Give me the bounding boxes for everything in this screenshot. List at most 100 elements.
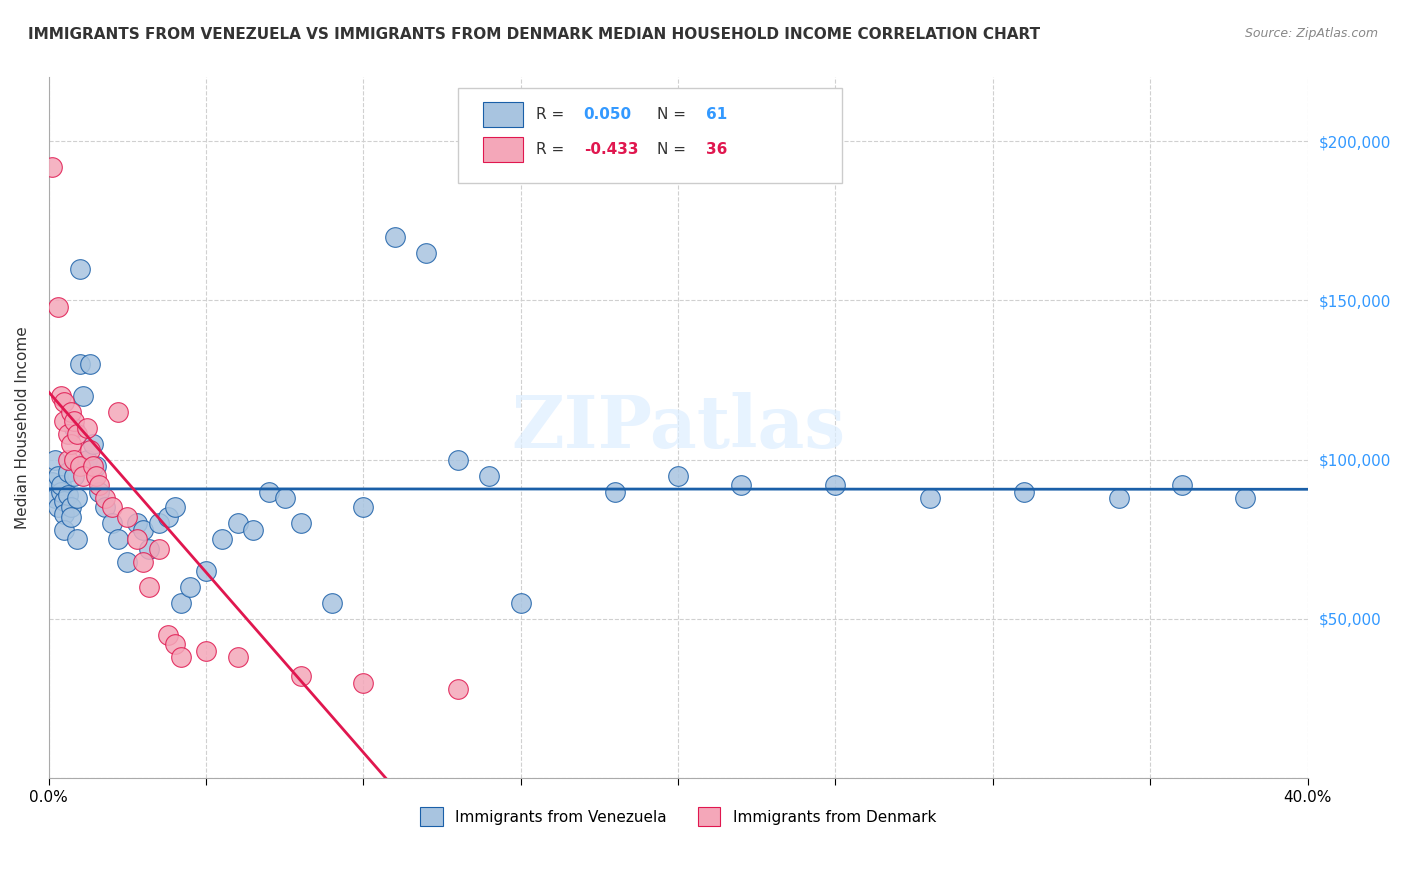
Point [107, 405, 129, 419]
Point [290, 516, 312, 531]
Point [63, 414, 86, 428]
Point [352, 500, 374, 515]
Point [72, 468, 94, 483]
Point [148, 541, 170, 556]
Point [257, 484, 280, 499]
Point [46, 300, 69, 314]
Point [56, 488, 79, 502]
Point [44, 452, 66, 467]
Point [41, 475, 63, 489]
Point [157, 510, 180, 524]
Point [79, 443, 101, 458]
Point [509, 596, 531, 610]
Point [53, 414, 76, 428]
Point [41, 160, 63, 174]
Point [242, 523, 264, 537]
Point [170, 596, 193, 610]
Text: R =: R = [536, 107, 569, 122]
Point [132, 523, 155, 537]
Point [163, 500, 186, 515]
Point [66, 427, 89, 442]
Point [82, 436, 104, 450]
Point [1233, 491, 1256, 505]
FancyBboxPatch shape [484, 102, 523, 128]
Legend: Immigrants from Venezuela, Immigrants from Denmark: Immigrants from Venezuela, Immigrants fr… [412, 800, 943, 834]
Point [51, 389, 73, 403]
Point [1014, 484, 1036, 499]
Point [157, 628, 180, 642]
FancyBboxPatch shape [484, 137, 523, 162]
Point [69, 261, 91, 276]
Point [100, 500, 122, 515]
Point [51, 484, 73, 499]
Text: R =: R = [536, 142, 569, 157]
Point [44, 491, 66, 505]
Point [117, 555, 139, 569]
Point [76, 421, 98, 435]
Point [132, 555, 155, 569]
Point [69, 357, 91, 371]
Point [138, 580, 160, 594]
Point [274, 491, 297, 505]
Point [824, 478, 846, 492]
Point [84, 468, 107, 483]
Point [148, 516, 170, 531]
Text: N =: N = [657, 142, 690, 157]
Point [66, 533, 89, 547]
Point [79, 357, 101, 371]
Point [1108, 491, 1130, 505]
Point [69, 458, 91, 473]
Point [117, 510, 139, 524]
Point [195, 564, 218, 578]
Point [478, 468, 501, 483]
Text: Source: ZipAtlas.com: Source: ZipAtlas.com [1244, 27, 1378, 40]
Point [53, 494, 76, 508]
Point [94, 500, 117, 515]
Point [447, 452, 470, 467]
Point [51, 478, 73, 492]
Point [46, 500, 69, 515]
Text: IMMIGRANTS FROM VENEZUELA VS IMMIGRANTS FROM DENMARK MEDIAN HOUSEHOLD INCOME COR: IMMIGRANTS FROM VENEZUELA VS IMMIGRANTS … [28, 27, 1040, 42]
Point [87, 478, 110, 492]
Point [56, 427, 79, 442]
Point [100, 516, 122, 531]
Point [163, 637, 186, 651]
Point [226, 650, 249, 665]
Point [63, 452, 86, 467]
Point [179, 580, 201, 594]
Point [666, 468, 689, 483]
Text: ZIPatlas: ZIPatlas [510, 392, 845, 463]
Point [918, 491, 941, 505]
Point [59, 436, 82, 450]
Text: 36: 36 [706, 142, 727, 157]
Point [56, 452, 79, 467]
Point [59, 500, 82, 515]
Point [226, 516, 249, 531]
Point [447, 681, 470, 696]
Point [82, 458, 104, 473]
Point [195, 644, 218, 658]
Point [72, 389, 94, 403]
Point [125, 533, 148, 547]
Point [53, 507, 76, 521]
Point [46, 468, 69, 483]
Point [730, 478, 752, 492]
Point [87, 484, 110, 499]
Point [63, 421, 86, 435]
Point [107, 533, 129, 547]
Point [211, 533, 233, 547]
FancyBboxPatch shape [458, 88, 842, 183]
Text: 61: 61 [706, 107, 727, 122]
Point [415, 245, 437, 260]
Point [138, 541, 160, 556]
Point [94, 491, 117, 505]
Point [290, 669, 312, 683]
Point [59, 510, 82, 524]
Point [84, 458, 107, 473]
Point [605, 484, 627, 499]
Point [53, 523, 76, 537]
Text: -0.433: -0.433 [583, 142, 638, 157]
Point [125, 516, 148, 531]
Text: N =: N = [657, 107, 690, 122]
Point [384, 229, 406, 244]
